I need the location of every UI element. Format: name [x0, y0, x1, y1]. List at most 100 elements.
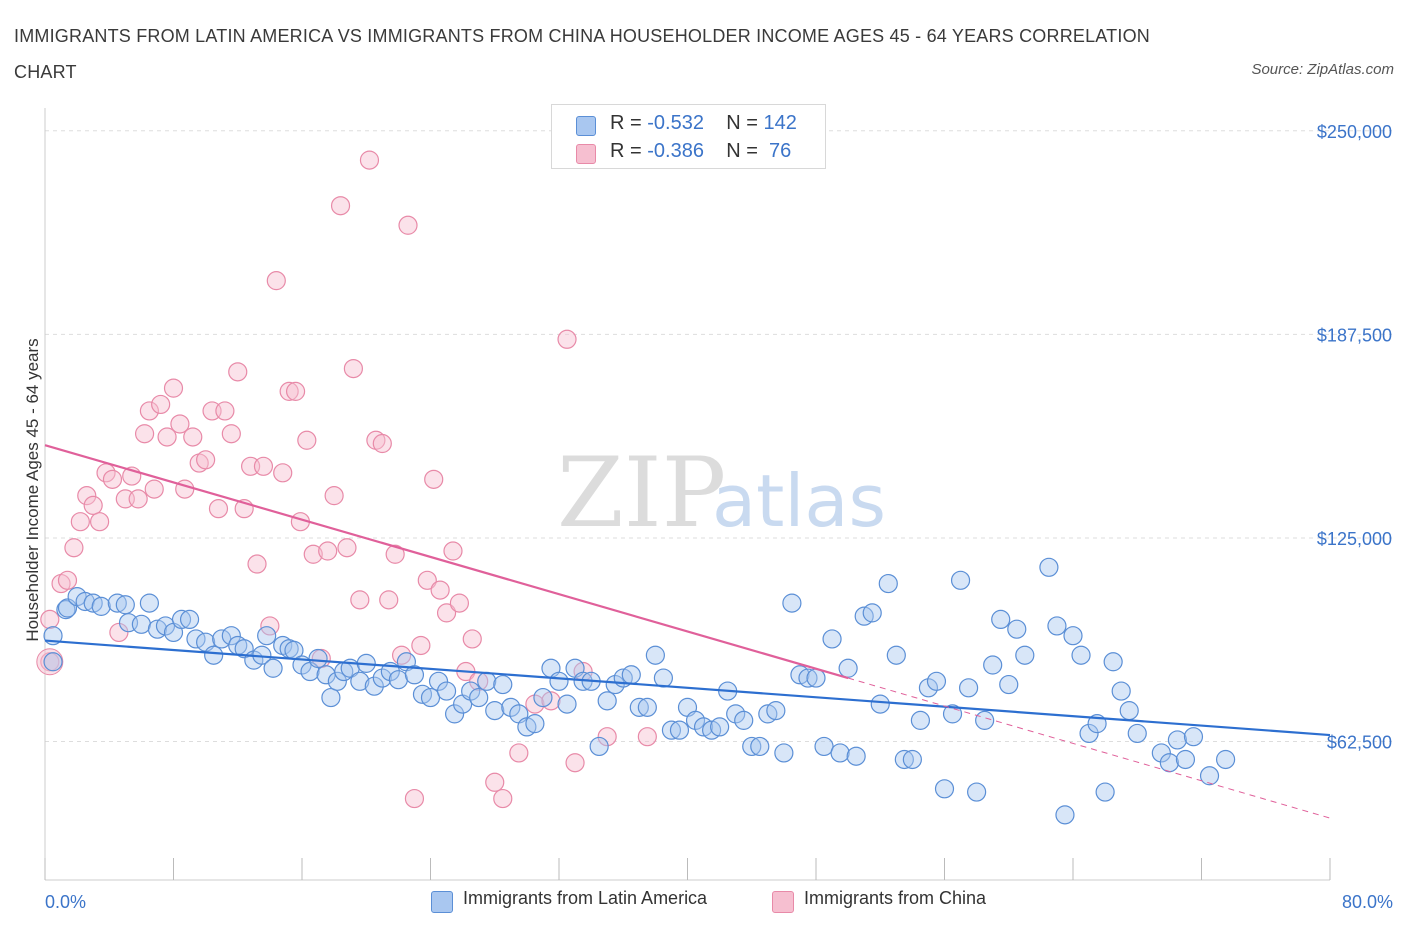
point-latin-america — [830, 743, 850, 763]
point-china — [297, 430, 317, 450]
point-china — [443, 541, 463, 561]
point-latin-america — [372, 668, 392, 688]
point-latin-america — [1199, 766, 1220, 786]
point-latin-america — [525, 714, 545, 734]
point-china — [285, 381, 306, 401]
point-latin-america — [1111, 681, 1131, 701]
point-latin-america — [1167, 730, 1188, 750]
point-latin-america — [589, 736, 609, 757]
point-latin-america — [742, 736, 762, 757]
point-china — [462, 629, 482, 649]
point-latin-america — [364, 676, 384, 696]
legend-r-value: -0.386 — [647, 140, 704, 162]
point-latin-america — [469, 687, 489, 708]
point-china — [318, 541, 338, 561]
point-china — [139, 401, 160, 421]
point-latin-america — [139, 593, 160, 613]
legend-n-value: 76 — [763, 140, 792, 162]
point-latin-america — [501, 697, 521, 717]
point-latin-america — [171, 609, 192, 630]
x-tick-labels: 0.0% 80.0% — [45, 892, 1393, 912]
point-latin-america — [1175, 749, 1196, 770]
point-china — [102, 469, 123, 489]
point-latin-america — [726, 704, 746, 724]
correlation-legend: R = -0.532 N = 142 R = -0.386 N = 76 — [551, 104, 826, 169]
point-china — [90, 512, 110, 532]
y-tick-labels: $250,000 $187,500 $125,000 $62,500 — [1317, 122, 1392, 753]
legend-swatch-pink — [576, 144, 596, 164]
point-latin-america — [637, 697, 657, 717]
point-china — [40, 609, 60, 630]
y-tick-label: $62,500 — [1327, 733, 1392, 753]
point-latin-america — [621, 665, 641, 685]
point-latin-america — [1103, 652, 1123, 672]
y-tick-label: $125,000 — [1317, 529, 1392, 549]
point-latin-america — [321, 687, 341, 708]
point-latin-america — [477, 671, 497, 691]
trend-line-china-extension — [847, 677, 1331, 819]
point-latin-america — [902, 749, 922, 770]
point-china — [303, 544, 323, 564]
point-latin-america — [814, 736, 834, 757]
point-china — [128, 489, 148, 509]
point-latin-america — [1127, 723, 1147, 744]
point-latin-america — [669, 720, 690, 740]
point-china — [350, 590, 370, 610]
y-tick-label: $187,500 — [1317, 325, 1392, 345]
point-latin-america — [806, 668, 826, 688]
point-latin-america — [461, 681, 481, 701]
point-china — [449, 593, 470, 613]
chart-title: IMMIGRANTS FROM LATIN AMERICA VS IMMIGRA… — [14, 26, 1150, 82]
point-latin-america — [958, 678, 979, 698]
point-latin-america — [934, 779, 955, 799]
point-china — [77, 486, 97, 506]
bottom-legend-label: Immigrants from Latin America — [463, 888, 708, 908]
point-china — [430, 580, 450, 600]
point-china — [221, 424, 241, 444]
point-latin-america — [766, 701, 786, 721]
point-china — [417, 570, 437, 590]
point-latin-america — [967, 782, 987, 802]
point-latin-america — [1079, 723, 1099, 744]
point-latin-america — [263, 658, 283, 678]
point-latin-america — [404, 665, 425, 685]
bottom-legend-swatch-pink — [772, 891, 794, 913]
point-latin-america — [179, 609, 200, 630]
point-latin-america — [597, 691, 617, 711]
point-latin-america — [115, 595, 135, 615]
point-china — [163, 378, 184, 398]
point-latin-america — [950, 570, 971, 590]
source-label: Source: ZipAtlas.com — [1251, 61, 1394, 78]
point-latin-america — [549, 671, 569, 691]
point-latin-america — [1039, 557, 1059, 577]
point-latin-america — [991, 609, 1011, 630]
point-china — [70, 512, 90, 532]
legend-n-value: 142 — [763, 112, 797, 134]
point-china — [637, 727, 657, 747]
point-latin-america — [1151, 743, 1171, 763]
trend-line-latin-america — [44, 639, 1331, 737]
point-latin-america — [557, 694, 577, 714]
point-latin-america — [1215, 749, 1236, 770]
point-latin-america — [428, 671, 449, 691]
y-axis-title: Householder Income Ages 45 - 64 years — [23, 338, 42, 641]
point-latin-america — [774, 743, 794, 763]
point-latin-america — [204, 645, 224, 665]
point-china — [597, 727, 617, 747]
point-latin-america — [975, 710, 995, 730]
point-china — [525, 694, 545, 714]
point-china — [266, 271, 286, 291]
point-china — [247, 554, 267, 574]
point-china — [151, 394, 171, 415]
point-china — [157, 427, 177, 447]
legend-r-label: R = — [610, 140, 642, 162]
point-china — [379, 590, 399, 610]
point-latin-america — [918, 678, 939, 698]
point-latin-america — [983, 655, 1003, 675]
point-latin-america — [886, 645, 906, 665]
point-latin-america — [43, 652, 63, 672]
point-china — [359, 150, 380, 170]
x-tick-label: 80.0% — [1342, 892, 1393, 912]
point-china — [436, 603, 457, 623]
